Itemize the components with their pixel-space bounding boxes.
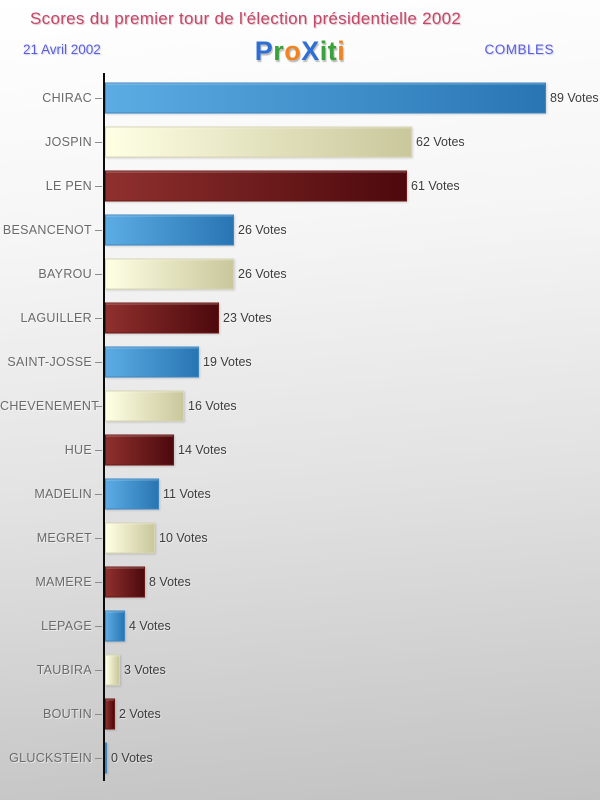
category-label: BAYROU — [38, 267, 92, 281]
value-label: 8 Votes — [149, 575, 191, 589]
bar — [105, 566, 145, 598]
bar-row: BOUTIN 2 Votes — [0, 692, 600, 736]
bar — [105, 82, 546, 114]
bar — [105, 214, 234, 246]
category-label: MEGRET — [36, 531, 92, 545]
logo-letter: i — [319, 36, 328, 66]
axis-tick — [95, 450, 102, 451]
bar-row: GLUCKSTEIN 0 Votes — [0, 736, 600, 780]
value-label: 26 Votes — [238, 267, 287, 281]
bar-row: SAINT-JOSSE 19 Votes — [0, 340, 600, 384]
value-label: 16 Votes — [188, 399, 237, 413]
value-label: 4 Votes — [129, 619, 171, 633]
logo-letter: P — [254, 36, 274, 66]
bar-row: HUE 14 Votes — [0, 428, 600, 472]
bar-row: CHIRAC 89 Votes — [0, 76, 600, 120]
header: Scores du premier tour de l'élection pré… — [0, 0, 600, 76]
value-label: 10 Votes — [159, 531, 208, 545]
value-label: 11 Votes — [163, 487, 211, 501]
bar-row: TAUBIRA 3 Votes — [0, 648, 600, 692]
value-label: 14 Votes — [178, 443, 227, 457]
category-label: LAGUILLER — [20, 311, 92, 325]
axis-tick — [95, 714, 102, 715]
bar — [105, 126, 412, 158]
value-label: 61 Votes — [411, 179, 460, 193]
category-label: TAUBIRA — [36, 663, 92, 677]
logo-letter: t — [327, 36, 338, 66]
axis-tick — [95, 274, 102, 275]
category-label: CHIRAC — [42, 91, 92, 105]
bar-row: MEGRET 10 Votes — [0, 516, 600, 560]
bar — [105, 346, 199, 378]
bar — [105, 478, 159, 510]
bar-row: JOSPIN 62 Votes — [0, 120, 600, 164]
category-label: MAMERE — [35, 575, 92, 589]
bar-row: LE PEN 61 Votes — [0, 164, 600, 208]
value-label: 2 Votes — [119, 707, 161, 721]
bar — [105, 742, 107, 774]
election-date: 21 Avril 2002 — [23, 42, 101, 57]
axis-tick — [95, 230, 102, 231]
bar — [105, 390, 184, 422]
axis-tick — [95, 186, 102, 187]
logo-letter: X — [301, 36, 320, 66]
axis-tick — [95, 494, 102, 495]
category-label: MADELIN — [34, 487, 92, 501]
bar — [105, 258, 234, 290]
axis-tick — [95, 318, 102, 319]
category-label: JOSPIN — [45, 135, 92, 149]
location-name: COMBLES — [484, 42, 554, 57]
bar — [105, 302, 219, 334]
value-label: 19 Votes — [203, 355, 252, 369]
value-label: 26 Votes — [238, 223, 287, 237]
bar — [105, 170, 407, 202]
value-label: 0 Votes — [111, 751, 153, 765]
bar — [105, 654, 120, 686]
bar — [105, 434, 174, 466]
axis-tick — [95, 582, 102, 583]
logo-letter: o — [284, 36, 302, 66]
bar-row: CHEVENEMENT 16 Votes — [0, 384, 600, 428]
category-label: BOUTIN — [42, 707, 92, 721]
value-label: 89 Votes — [550, 91, 599, 105]
bar-chart: CHIRAC 89 Votes JOSPIN 62 Votes LE PEN 61 Vot… — [0, 73, 600, 786]
bar-row: MADELIN 11 Votes — [0, 472, 600, 516]
axis-tick — [95, 626, 102, 627]
axis-tick — [95, 362, 102, 363]
logo-letter: r — [273, 36, 285, 66]
page-title: Scores du premier tour de l'élection pré… — [30, 9, 462, 28]
bar — [105, 522, 155, 554]
bar — [105, 610, 125, 642]
axis-tick — [95, 406, 102, 407]
logo-letter: i — [337, 36, 346, 66]
category-label: CHEVENEMENT — [0, 399, 100, 413]
category-label: LEPAGE — [41, 619, 92, 633]
category-label: GLUCKSTEIN — [9, 751, 92, 765]
bar-row: BAYROU 26 Votes — [0, 252, 600, 296]
bar — [105, 698, 115, 730]
bar-row: LEPAGE 4 Votes — [0, 604, 600, 648]
bar-row: LAGUILLER 23 Votes — [0, 296, 600, 340]
proxiti-logo: ProXiti — [0, 36, 600, 67]
axis-tick — [95, 538, 102, 539]
value-label: 62 Votes — [416, 135, 465, 149]
bar-row: BESANCENOT 26 Votes — [0, 208, 600, 252]
axis-tick — [95, 758, 102, 759]
y-axis-line — [103, 73, 105, 781]
axis-tick — [95, 142, 102, 143]
category-label: LE PEN — [45, 179, 92, 193]
category-label: BESANCENOT — [2, 223, 92, 237]
value-label: 3 Votes — [124, 663, 166, 677]
axis-tick — [95, 98, 102, 99]
category-label: SAINT-JOSSE — [7, 355, 92, 369]
value-label: 23 Votes — [223, 311, 272, 325]
bar-row: MAMERE 8 Votes — [0, 560, 600, 604]
category-label: HUE — [64, 443, 92, 457]
axis-tick — [95, 670, 102, 671]
